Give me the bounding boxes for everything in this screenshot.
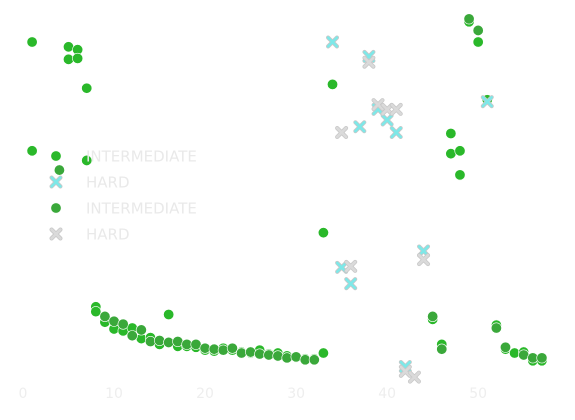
legend-label: INTERMEDIATE xyxy=(86,148,197,166)
data-point-x xyxy=(371,98,385,112)
data-point-circle xyxy=(499,341,511,353)
data-point-circle xyxy=(235,347,247,359)
data-point-x xyxy=(389,125,403,140)
x-tick-label: 0 xyxy=(19,386,28,402)
legend: INTERMEDIATE HARD INTERMEDIATE HARD xyxy=(49,148,197,244)
x-tick-label: 50 xyxy=(469,386,487,402)
data-point-circle xyxy=(144,335,156,347)
data-point-circle xyxy=(126,330,138,342)
series-1 xyxy=(325,35,494,374)
data-point-x xyxy=(344,259,358,273)
data-point-circle xyxy=(536,352,548,364)
data-point-x xyxy=(407,370,421,384)
data-point-circle xyxy=(90,306,102,318)
x-tick-label: 40 xyxy=(378,386,396,402)
data-point-circle xyxy=(445,127,457,139)
data-point-circle xyxy=(436,343,448,355)
data-point-circle xyxy=(199,342,211,354)
series-3 xyxy=(335,55,431,384)
data-point-x xyxy=(335,125,349,140)
data-point-circle xyxy=(135,324,147,336)
legend-marker-circle xyxy=(50,150,62,162)
data-point-x xyxy=(417,253,431,267)
data-point-circle xyxy=(281,352,293,364)
data-point-circle xyxy=(117,318,129,330)
data-point-circle xyxy=(472,24,484,36)
legend-marker-x xyxy=(49,227,63,241)
data-point-circle xyxy=(454,169,466,181)
data-point-circle xyxy=(509,347,521,359)
legend-marker-x xyxy=(49,175,63,189)
data-point-circle xyxy=(26,145,38,157)
data-point-circle xyxy=(490,322,502,334)
x-axis-ticks: 0 10 20 30 40 50 xyxy=(19,386,488,402)
data-point-circle xyxy=(226,342,238,354)
data-point-circle xyxy=(154,335,166,347)
legend-label: HARD xyxy=(86,174,130,192)
data-point-circle xyxy=(208,343,220,355)
data-point-x xyxy=(344,277,358,291)
legend-item: HARD xyxy=(49,174,130,192)
data-point-circle xyxy=(53,164,65,176)
legend-label: HARD xyxy=(86,226,130,244)
data-point-circle xyxy=(317,347,329,359)
data-point-x xyxy=(325,35,340,49)
data-point-circle xyxy=(72,52,84,64)
data-point-circle xyxy=(26,36,38,48)
data-point-circle xyxy=(518,349,530,361)
data-point-circle xyxy=(317,227,329,239)
legend-item: INTERMEDIATE xyxy=(50,148,197,166)
x-tick-label: 30 xyxy=(287,386,305,402)
data-point-circle xyxy=(63,41,75,53)
legend-label: INTERMEDIATE xyxy=(86,200,197,218)
data-point-x xyxy=(380,102,394,116)
data-point-circle xyxy=(63,53,75,65)
data-point-circle xyxy=(445,148,457,160)
data-point-circle xyxy=(327,78,339,90)
x-tick-label: 10 xyxy=(105,386,123,402)
data-point-circle xyxy=(463,13,475,25)
x-tick-label: 20 xyxy=(196,386,214,402)
data-point-circle xyxy=(172,335,184,347)
data-point-circle xyxy=(163,336,175,348)
legend-marker-circle xyxy=(50,202,62,214)
data-point-x xyxy=(398,364,412,378)
legend-item: HARD xyxy=(49,226,130,244)
data-point-circle xyxy=(81,82,93,94)
data-point-circle xyxy=(254,348,266,360)
series-2 xyxy=(53,13,548,366)
data-point-x xyxy=(380,113,394,127)
data-point-circle xyxy=(472,36,484,48)
legend-item: INTERMEDIATE xyxy=(50,200,197,218)
data-point-circle xyxy=(427,310,439,322)
data-point-x xyxy=(362,55,376,69)
data-point-circle xyxy=(454,145,466,157)
data-point-x xyxy=(389,102,403,116)
data-point-circle xyxy=(99,310,111,322)
data-point-x xyxy=(353,120,367,134)
data-point-circle xyxy=(308,354,320,366)
data-point-x xyxy=(480,95,494,109)
data-point-circle xyxy=(217,344,229,356)
data-point-circle xyxy=(81,154,93,166)
data-point-circle xyxy=(263,349,275,361)
points-layer xyxy=(26,13,548,384)
data-point-circle xyxy=(290,351,302,363)
data-point-circle xyxy=(163,309,175,321)
data-point-circle xyxy=(245,346,257,358)
data-point-circle xyxy=(108,315,120,327)
data-point-circle xyxy=(272,350,284,362)
